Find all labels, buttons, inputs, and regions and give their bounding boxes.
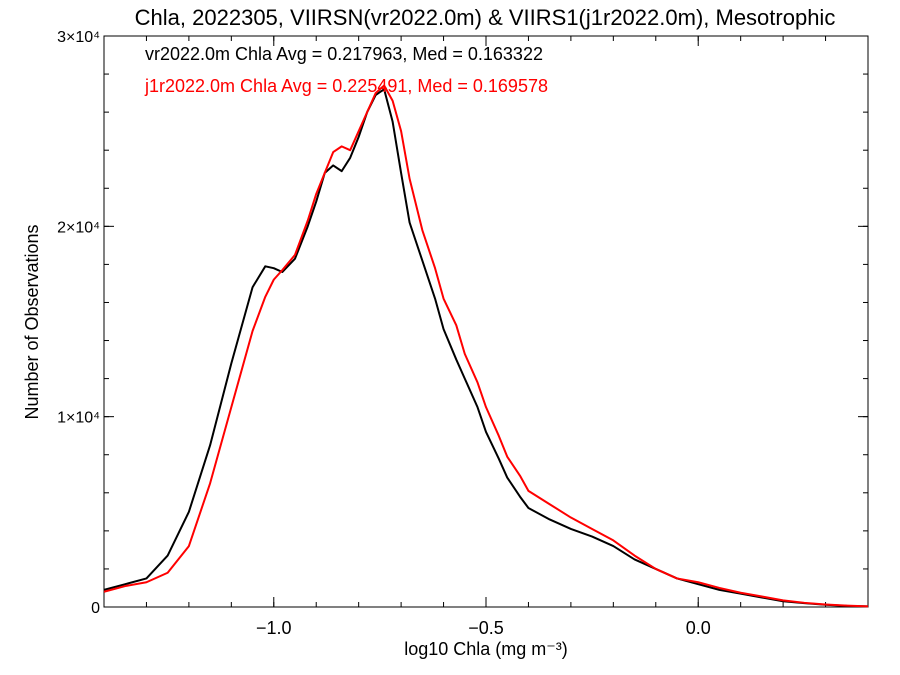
y-tick-label: 2×10⁴ (57, 219, 100, 236)
axis-ticks (103, 35, 869, 608)
y-tick-label: 0 (91, 600, 100, 617)
chart-annotations: vr2022.0m Chla Avg = 0.217963, Med = 0.1… (144, 44, 548, 96)
y-axis-label: Number of Observations (22, 224, 42, 419)
y-tick-label: 1×10⁴ (57, 410, 100, 427)
annotation-vr2022: vr2022.0m Chla Avg = 0.217963, Med = 0.1… (145, 44, 543, 64)
axis-tick-labels: −1.0 −0.5 0.0 0 1×10⁴ 2×10⁴ 3×10⁴ (57, 29, 711, 638)
annotation-j1r2022: j1r2022.0m Chla Avg = 0.225491, Med = 0.… (144, 76, 548, 96)
y-tick-label: 3×10⁴ (57, 29, 100, 46)
x-axis-label: log10 Chla (mg m⁻³) (404, 639, 568, 659)
x-tick-label: −0.5 (468, 618, 504, 638)
series-line-j1r2022.0m (103, 84, 869, 608)
chart-title: Chla, 2022305, VIIRSN(vr2022.0m) & VIIRS… (135, 5, 836, 30)
x-tick-label: −1.0 (256, 618, 292, 638)
data-series (103, 84, 869, 608)
x-tick-label: 0.0 (686, 618, 711, 638)
